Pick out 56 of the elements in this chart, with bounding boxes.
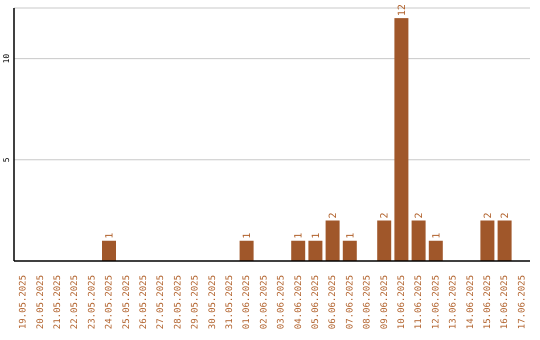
x-tick-label: 27.05.2025 xyxy=(156,275,166,330)
x-tick-label: 02.06.2025 xyxy=(259,275,270,330)
x-tick-label: 06.06.2025 xyxy=(328,275,338,330)
x-tick-label: 14.06.2025 xyxy=(466,275,476,330)
bar xyxy=(394,18,408,261)
bar xyxy=(326,220,340,261)
x-tick-label: 22.05.2025 xyxy=(70,275,80,330)
bar xyxy=(342,240,357,261)
x-tick-label: 03.06.2025 xyxy=(276,275,287,330)
x-tick-label: 05.06.2025 xyxy=(311,275,321,330)
bar xyxy=(428,240,443,261)
x-tick-label: 20.05.2025 xyxy=(36,275,46,330)
x-tick-label: 17.06.2025 xyxy=(517,275,528,330)
data-label: 1 xyxy=(310,232,322,239)
x-tick-label: 26.05.2025 xyxy=(139,275,149,330)
y-tick-label: 10 xyxy=(2,54,11,64)
x-tick-label: 16.06.2025 xyxy=(500,275,510,330)
bar xyxy=(412,220,426,261)
x-tick-label: 24.05.2025 xyxy=(104,275,115,330)
data-label: 1 xyxy=(242,232,254,239)
data-label: 1 xyxy=(431,232,442,239)
data-label: 1 xyxy=(104,232,116,239)
data-label: 2 xyxy=(328,212,340,219)
x-tick-label: 21.05.2025 xyxy=(53,275,63,330)
data-label: 2 xyxy=(380,212,391,219)
bar xyxy=(308,240,322,261)
x-tick-label: 29.05.2025 xyxy=(190,275,201,330)
bar xyxy=(498,220,512,261)
x-tick-label: 19.05.2025 xyxy=(18,275,29,330)
bar xyxy=(102,240,116,261)
x-tick-label: 09.06.2025 xyxy=(380,275,390,330)
x-tick-label: 04.06.2025 xyxy=(294,275,304,330)
bar xyxy=(240,240,254,261)
x-tick-label: 08.06.2025 xyxy=(362,275,373,330)
x-tick-label: 30.05.2025 xyxy=(208,275,218,330)
data-label: 2 xyxy=(414,212,426,219)
data-label: 12 xyxy=(396,4,408,16)
x-tick-label: 13.06.2025 xyxy=(448,275,459,330)
x-tick-label: 11.06.2025 xyxy=(414,275,424,330)
bar xyxy=(377,220,392,261)
x-tick-label: 31.05.2025 xyxy=(225,275,235,330)
data-label: 2 xyxy=(500,212,512,219)
x-tick-label: 23.05.2025 xyxy=(87,275,98,330)
x-tick-label: 25.05.2025 xyxy=(122,275,132,330)
x-tick-label: 12.06.2025 xyxy=(431,275,442,330)
x-tick-label: 10.06.2025 xyxy=(397,275,407,330)
bar xyxy=(480,220,494,261)
data-label: 1 xyxy=(345,232,356,239)
data-label: 1 xyxy=(294,232,305,239)
data-label: 2 xyxy=(482,212,494,219)
y-tick-label: 5 xyxy=(2,157,11,162)
bar xyxy=(291,240,306,261)
x-tick-label: 28.05.2025 xyxy=(173,275,184,330)
x-tick-label: 01.06.2025 xyxy=(242,275,252,330)
x-tick-label: 07.06.2025 xyxy=(345,275,356,330)
x-tick-label: 15.06.2025 xyxy=(483,275,493,330)
